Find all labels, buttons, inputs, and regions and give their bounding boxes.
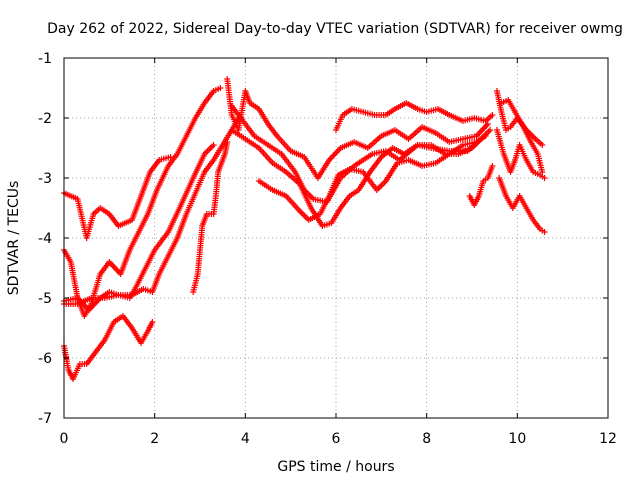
x-tick-label: 8: [422, 431, 431, 447]
data-point: [224, 139, 231, 145]
chart-title: Day 262 of 2022, Sidereal Day-to-day VTE…: [47, 21, 623, 37]
series-track-9: [228, 127, 485, 229]
data-point: [489, 112, 496, 118]
y-axis-label: SDTVAR / TECUs: [6, 181, 22, 296]
series-track-2: [61, 85, 224, 319]
y-tick-label: -1: [38, 51, 52, 67]
x-tick-label: 2: [150, 431, 159, 447]
y-tick-label: -3: [38, 171, 52, 187]
series-track-16: [498, 97, 546, 175]
series-track-12: [466, 163, 496, 208]
x-tick-label: 0: [60, 431, 69, 447]
x-tick-label: 12: [599, 431, 617, 447]
x-tick-label: 6: [332, 431, 341, 447]
series-track-11: [333, 100, 496, 133]
data-point: [541, 175, 548, 181]
series-track-10: [255, 133, 489, 223]
data-point: [149, 319, 156, 325]
data-point: [217, 85, 224, 91]
data-point: [489, 163, 496, 169]
y-tick-label: -2: [38, 111, 52, 127]
data-markers: [61, 76, 548, 382]
axis-ticks: 0 2 4 6 8 10 12 -7 -6 -5 -4 -3 -2 -1: [38, 51, 617, 447]
y-tick-label: -7: [38, 411, 52, 427]
y-tick-label: -4: [38, 231, 52, 247]
data-point: [482, 133, 489, 139]
x-axis-label: GPS time / hours: [277, 459, 394, 475]
data-point: [541, 229, 548, 235]
y-tick-label: -5: [38, 291, 52, 307]
x-tick-label: 10: [508, 431, 526, 447]
data-point: [210, 142, 217, 148]
grid-lines: [64, 58, 608, 418]
y-tick-label: -6: [38, 351, 52, 367]
data-point: [539, 169, 546, 175]
x-tick-label: 4: [241, 431, 250, 447]
data-point: [539, 142, 546, 148]
data-point: [487, 127, 494, 133]
series-track-15: [496, 175, 548, 235]
series-track-6: [190, 139, 231, 295]
series-track-4: [61, 313, 156, 382]
series-track-7: [224, 76, 491, 181]
